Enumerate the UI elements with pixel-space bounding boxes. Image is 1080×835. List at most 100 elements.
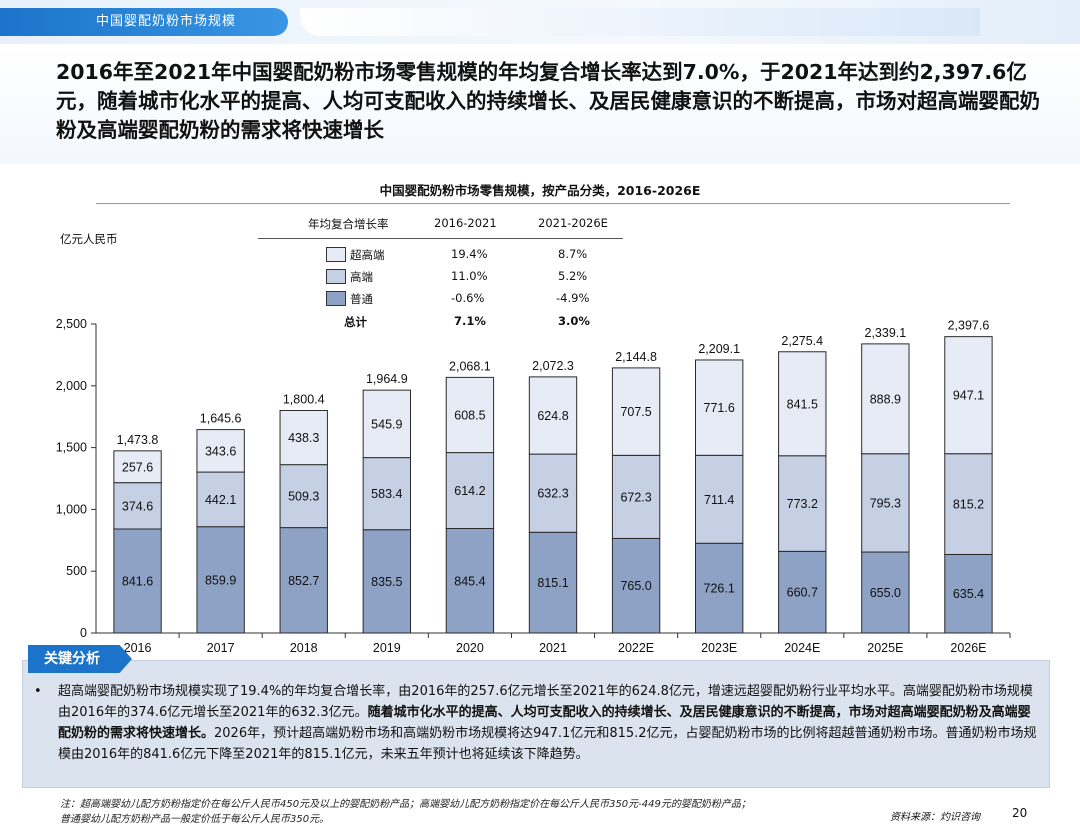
cagr-standard-2: -4.9% — [556, 291, 590, 305]
y-tick-label: 2,000 — [56, 379, 87, 393]
legend-label-super-premium: 超高端 — [350, 248, 385, 262]
x-category-label: 2020 — [456, 641, 484, 655]
analysis-text-emphasis: 随着城市化水平的提高、人均可支配收入的持续增长、及居民健康意识的不断提高，市场对… — [58, 705, 1031, 741]
legend-label-standard: 普通 — [350, 292, 373, 306]
x-category-label: 2024E — [784, 641, 820, 655]
bar-segment — [778, 351, 827, 457]
segment-value-label: 509.3 — [288, 490, 319, 504]
bar-total-label: 2,144.8 — [615, 350, 657, 364]
x-category-label: 2026E — [950, 641, 986, 655]
segment-value-label: 632.3 — [537, 487, 568, 501]
x-category-label: 2025E — [867, 641, 903, 655]
y-axis-unit: 亿元人民币 — [60, 232, 118, 246]
segment-value-label: 947.1 — [953, 389, 984, 403]
segment-value-label: 660.7 — [787, 586, 818, 600]
y-tick-label: 1,000 — [56, 502, 87, 516]
bar-segment — [445, 452, 495, 530]
bar-segment — [695, 359, 744, 456]
bar-total-label: 2,072.3 — [532, 359, 574, 373]
bar-total-label: 2,068.1 — [449, 359, 491, 373]
cagr-header-rule — [258, 238, 623, 239]
legend-swatch-premium — [326, 269, 346, 284]
bar-segment — [778, 455, 827, 552]
bar-total-label: 1,964.9 — [366, 372, 408, 386]
cagr-premium-2: 5.2% — [558, 269, 588, 283]
cagr-premium-1: 11.0% — [451, 269, 488, 283]
segment-value-label: 583.4 — [371, 487, 402, 501]
bar-segment — [362, 457, 411, 531]
chart-title: 中国婴配奶粉市场零售规模，按产品分类，2016-2026E — [379, 183, 701, 198]
cagr-super-premium-2: 8.7% — [558, 247, 588, 261]
headline-background — [0, 44, 1080, 164]
bar-segment — [695, 542, 744, 634]
y-tick-label: 0 — [80, 626, 87, 640]
bar-segment — [944, 553, 993, 634]
footnote: 注：超高端婴幼儿配方奶粉指定价在每公斤人民币450元及以上的婴配奶粉产品；高端婴… — [60, 799, 751, 825]
stacked-bar-chart: 0 500 1,000 1,500 2,000 2,500 841.6 374.6 257.6 1… — [56, 317, 1011, 655]
cagr-header-period-2: 2021-2026E — [538, 216, 608, 230]
analysis-text-part-1: 超高端婴配奶粉市场规模实现了19.4%的年均复合增长率，由2016年的257.6… — [58, 684, 1033, 720]
x-category-label: 2022E — [618, 641, 654, 655]
segment-value-label: 672.3 — [620, 490, 651, 504]
analysis-text-part-2: 2026年，预计超高端奶粉市场和高端奶粉市场规模将达947.1亿元和815.2亿… — [58, 726, 1037, 762]
segment-value-label: 835.5 — [371, 575, 402, 589]
x-category-label: 2016 — [124, 641, 152, 655]
cagr-standard-1: -0.6% — [451, 291, 485, 305]
section-tab: 中国婴配奶粉市场规模 — [0, 8, 288, 36]
bar-segment — [861, 343, 910, 455]
y-tick-label: 1,500 — [56, 441, 87, 455]
legend-swatch-standard — [326, 291, 346, 306]
page-number: 20 — [1012, 806, 1028, 820]
source-note: 资料来源：灼识咨询 — [890, 812, 980, 823]
cagr-header-label: 年均复合增长率 — [308, 217, 389, 231]
segment-value-label: 608.5 — [454, 408, 485, 422]
legend-swatch-super-premium — [326, 247, 346, 262]
segment-value-label: 726.1 — [704, 582, 735, 596]
bar-total-label: 2,339.1 — [865, 326, 907, 340]
bar-segment — [362, 529, 411, 634]
y-tick-label: 2,500 — [56, 317, 87, 331]
headline: 2016年至2021年中国婴配奶粉市场零售规模的年均复合增长率达到7.0%，于2… — [56, 60, 1040, 142]
legend-label-total: 总计 — [344, 315, 367, 329]
bar-segment — [695, 454, 744, 544]
segment-value-label: 257.6 — [122, 460, 153, 474]
cagr-total-1: 7.1% — [454, 314, 486, 328]
segment-value-label: 852.7 — [288, 574, 319, 588]
bar-segment — [362, 389, 411, 459]
bar-segment — [196, 429, 245, 473]
cagr-total-2: 3.0% — [558, 314, 590, 328]
analysis-box — [22, 660, 1050, 788]
bar-segment — [944, 336, 993, 455]
segment-value-label: 614.2 — [454, 484, 485, 498]
segment-value-label: 635.4 — [953, 587, 984, 601]
bar-segment — [861, 453, 910, 553]
header-decoration — [300, 8, 980, 36]
segment-value-label: 773.2 — [787, 497, 818, 511]
bar-total-label: 2,209.1 — [698, 342, 740, 356]
x-category-label: 2023E — [701, 641, 737, 655]
bar-total-label: 2,397.6 — [948, 319, 990, 333]
bullet-marker: • — [34, 684, 42, 699]
bar-segment — [279, 409, 328, 466]
segment-value-label: 845.4 — [454, 574, 485, 588]
bar-segment — [445, 528, 495, 634]
bar-total-label: 1,473.8 — [117, 433, 159, 447]
x-category-label: 2018 — [290, 641, 318, 655]
bar-total-label: 1,800.4 — [283, 392, 325, 406]
segment-value-label: 374.6 — [122, 499, 153, 513]
segment-value-label: 343.6 — [205, 444, 236, 458]
legend-label-premium: 高端 — [350, 270, 373, 284]
y-tick-label: 500 — [66, 564, 87, 578]
segment-value-label: 545.9 — [371, 417, 402, 431]
bar-segment — [113, 450, 162, 484]
segment-value-label: 859.9 — [205, 573, 236, 587]
bar-segment — [778, 550, 827, 634]
bar-segment — [279, 464, 328, 529]
segment-value-label: 841.5 — [787, 397, 818, 411]
analysis-text: • 超高端婴配奶粉市场规模实现了19.4%的年均复合增长率，由2016年的257… — [34, 681, 1040, 765]
segment-value-label: 711.4 — [704, 493, 734, 507]
x-category-label: 2019 — [373, 641, 401, 655]
segment-value-label: 655.0 — [870, 586, 901, 600]
analysis-paragraph: 超高端婴配奶粉市场规模实现了19.4%的年均复合增长率，由2016年的257.6… — [58, 681, 1040, 765]
cagr-super-premium-1: 19.4% — [451, 247, 488, 261]
